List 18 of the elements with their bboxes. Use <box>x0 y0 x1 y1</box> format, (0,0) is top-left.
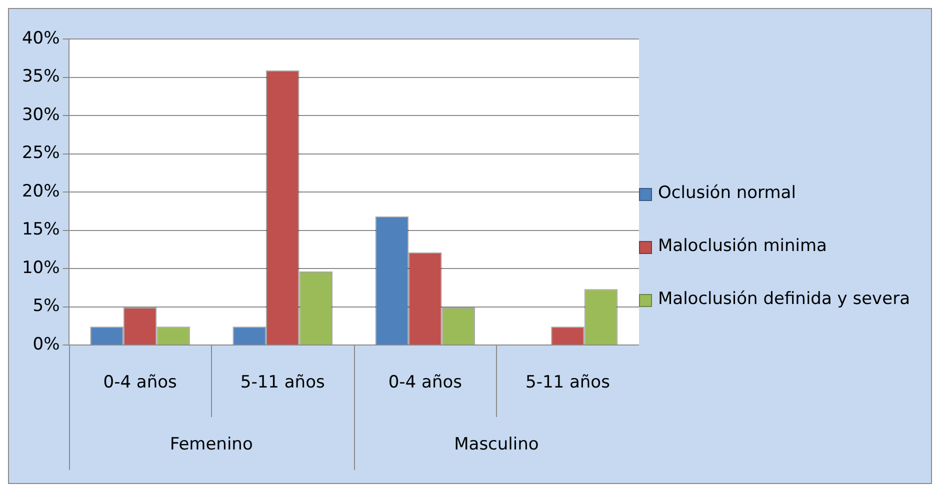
text: Femenino <box>170 434 253 454</box>
y-tick-label: 5% <box>32 296 60 316</box>
legend-label: Maloclusión definida y severa <box>658 288 910 310</box>
x-tick-label: 5-11 años <box>240 372 325 392</box>
y-tick-label: 10% <box>22 258 60 278</box>
y-tick-label: 35% <box>22 66 60 87</box>
x-tick-label: 0-4 años <box>103 372 178 392</box>
y-tick-label: 15% <box>22 220 60 240</box>
y-tick-label: 0% <box>32 334 60 354</box>
legend-label: Maloclusión minima <box>658 234 827 258</box>
text: Masculino <box>454 434 539 454</box>
y-tick-label: 25% <box>22 143 60 164</box>
x-tick-label: 0-4 años <box>388 372 462 392</box>
legend-label: Oclusión normal <box>658 182 796 204</box>
y-tick-label: 40% <box>22 28 60 48</box>
y-tick-label: 20% <box>22 181 60 202</box>
x-tick-label: 5-11 años <box>526 372 610 392</box>
y-tick-label: 30% <box>22 104 60 125</box>
